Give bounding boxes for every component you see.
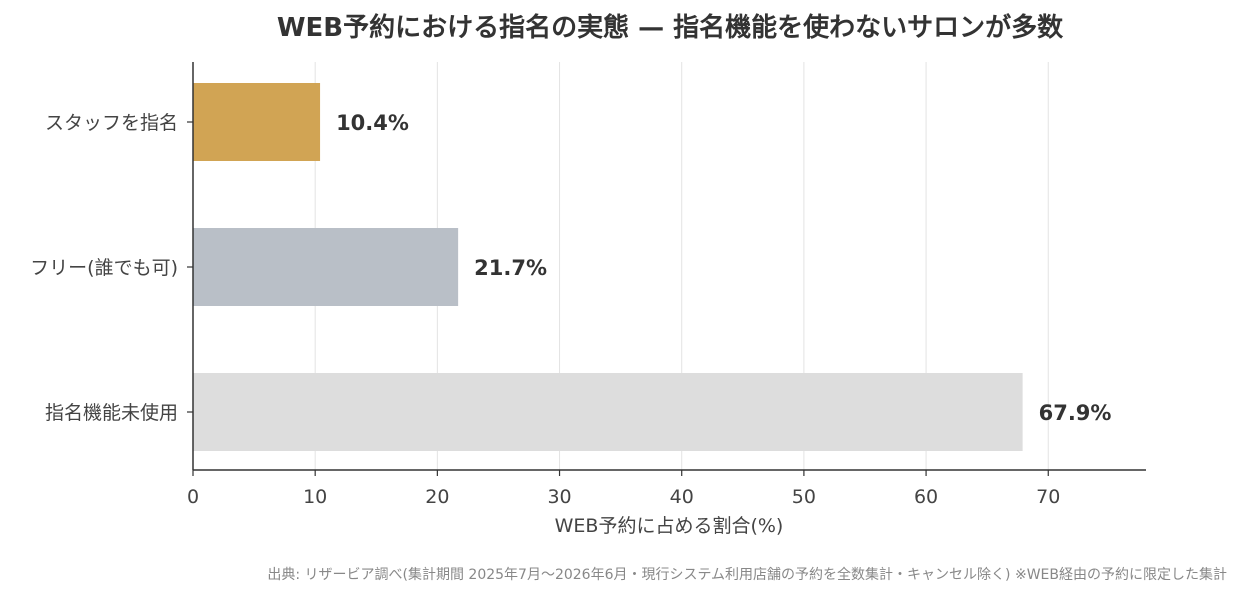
x-tick-label: 0 bbox=[187, 486, 199, 508]
axes bbox=[192, 62, 1146, 471]
x-axis-ticks: 0 10 20 30 40 50 60 70 bbox=[187, 470, 1060, 508]
bar bbox=[193, 373, 1023, 451]
bar-value-label: 67.9% bbox=[1039, 401, 1112, 425]
x-tick-label: 30 bbox=[547, 486, 571, 508]
category-label: 指名機能未使用 bbox=[45, 402, 178, 424]
category-label: スタッフを指名 bbox=[45, 112, 178, 134]
bars bbox=[193, 83, 1023, 451]
x-axis-label: WEB予約に占める割合(%) bbox=[555, 515, 784, 537]
bar-value-label: 10.4% bbox=[336, 111, 409, 135]
x-tick-label: 60 bbox=[914, 486, 938, 508]
x-tick-label: 70 bbox=[1036, 486, 1060, 508]
chart-title: WEB予約における指名の実態 — 指名機能を使わないサロンが多数 bbox=[277, 12, 1064, 43]
bar bbox=[193, 228, 459, 306]
x-tick-label: 10 bbox=[303, 486, 327, 508]
category-label: フリー(誰でも可) bbox=[30, 257, 178, 279]
source-note: 出典: リザービア調べ(集計期間 2025年7月〜2026年6月・現行システム利… bbox=[267, 566, 1227, 583]
x-tick-label: 40 bbox=[670, 486, 694, 508]
x-tick-label: 20 bbox=[425, 486, 449, 508]
value-labels: 10.4% 21.7% 67.9% bbox=[336, 111, 1111, 425]
bar-value-label: 21.7% bbox=[474, 256, 547, 280]
bar bbox=[193, 83, 321, 161]
grid-lines bbox=[314, 62, 1049, 470]
x-tick-label: 50 bbox=[792, 486, 816, 508]
